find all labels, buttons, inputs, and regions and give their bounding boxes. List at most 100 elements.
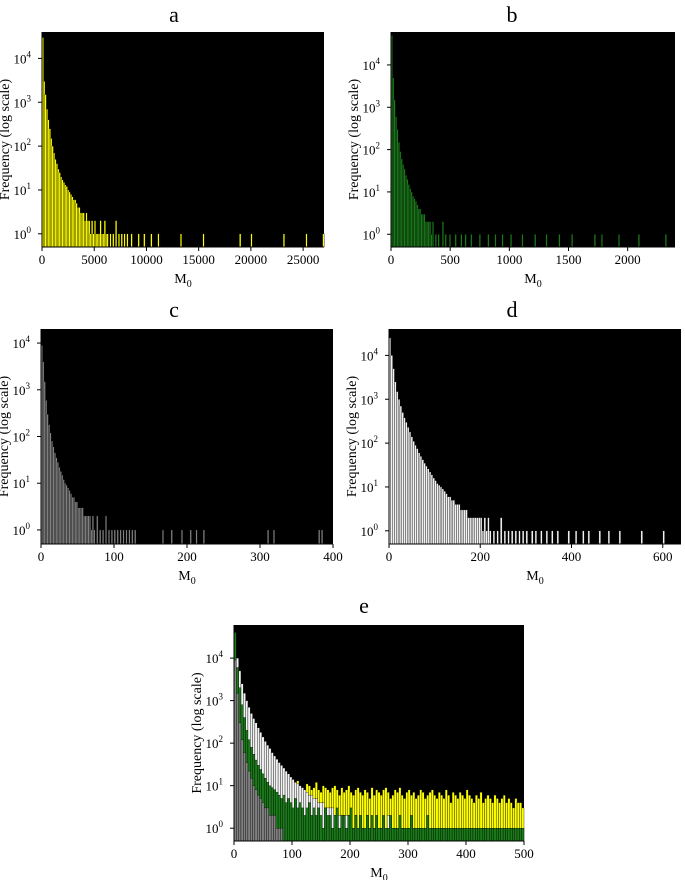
bar	[284, 802, 288, 842]
bar	[119, 529, 122, 545]
bar	[396, 391, 399, 545]
bar	[426, 815, 430, 842]
bar	[428, 828, 432, 842]
bar	[464, 234, 467, 248]
bar	[272, 529, 275, 545]
x-axis-label-b: M0	[524, 272, 541, 290]
bar	[407, 828, 411, 842]
bar	[487, 234, 490, 248]
bar	[315, 815, 318, 842]
bar	[280, 828, 283, 842]
bar	[296, 807, 300, 842]
bar	[470, 517, 474, 545]
y-tick-base: 10	[363, 58, 376, 73]
bar	[494, 234, 497, 248]
bar	[496, 530, 499, 545]
y-tick-exponent: 4	[219, 649, 224, 659]
bar	[202, 529, 205, 545]
bar	[437, 234, 440, 248]
bar	[587, 530, 590, 545]
bar	[356, 828, 360, 842]
bar	[105, 515, 108, 545]
bar	[399, 405, 402, 545]
bar	[434, 480, 437, 545]
bar	[245, 762, 249, 842]
bar	[449, 828, 453, 842]
y-tick-label: 103	[361, 390, 379, 407]
bar	[472, 517, 475, 545]
y-tick-base: 10	[363, 185, 376, 200]
x-axis-label-e: M0	[370, 866, 387, 880]
bar	[618, 530, 621, 545]
bar	[261, 802, 265, 842]
bar	[112, 233, 115, 248]
bar	[312, 807, 316, 842]
bar	[301, 807, 304, 842]
x-tick-label: 0	[388, 252, 395, 267]
y-tick-label: 104	[361, 346, 379, 363]
bar	[431, 828, 434, 842]
panel-letter-a: a	[169, 2, 179, 27]
bar	[492, 530, 496, 545]
bar	[134, 529, 137, 545]
bar	[545, 530, 548, 545]
bar	[460, 234, 463, 248]
bar	[425, 465, 428, 545]
x-tick-label: 100	[282, 846, 302, 861]
bar	[480, 517, 483, 545]
bar	[377, 828, 381, 842]
bar	[417, 828, 420, 842]
bar	[333, 815, 337, 842]
x-tick-label: 1000	[496, 252, 522, 267]
y-tick-exponent: 4	[376, 56, 381, 66]
bar	[433, 828, 437, 842]
y-axis-label-b: Frequency (log scale)	[347, 79, 362, 201]
bar	[444, 828, 448, 842]
panel-a: a0 5000 10000 15000 20000 2500010010110210310…	[0, 2, 325, 290]
bar	[408, 431, 412, 545]
x-axis-label-d: M0	[526, 569, 543, 587]
y-tick-exponent: 2	[376, 141, 381, 151]
bar	[239, 233, 242, 248]
bar	[254, 789, 258, 842]
bar	[468, 828, 471, 842]
bar	[189, 529, 192, 545]
x-tick-label: 400	[456, 846, 476, 861]
x-axis-label-subscript: 0	[539, 576, 544, 587]
bar	[107, 529, 110, 545]
bar	[180, 233, 182, 248]
bar	[454, 504, 457, 545]
bar	[458, 828, 462, 842]
x-axis-label-main: M	[370, 866, 383, 880]
bar	[150, 233, 153, 248]
x-tick-label: 300	[250, 549, 270, 564]
x-tick-label: 20000	[235, 252, 268, 267]
bar	[115, 220, 118, 248]
x-tick-label: 2000	[615, 252, 641, 267]
bar	[363, 828, 367, 842]
bar	[368, 828, 372, 842]
bar	[482, 828, 485, 842]
bar	[252, 785, 256, 842]
bar	[485, 530, 488, 545]
y-tick-label: 100	[363, 225, 381, 242]
bar	[593, 234, 596, 248]
bar	[361, 828, 365, 842]
bar	[120, 233, 123, 248]
x-tick-label: 600	[653, 549, 673, 564]
y-tick-label: 103	[14, 93, 32, 110]
bar	[305, 233, 308, 248]
bar	[489, 530, 492, 545]
bar	[412, 441, 415, 545]
bar	[394, 381, 397, 545]
bar	[392, 368, 395, 545]
bar	[437, 828, 441, 842]
y-tick-label: 101	[13, 474, 31, 491]
bar	[441, 488, 444, 545]
bar	[310, 815, 314, 842]
bar	[503, 530, 506, 545]
y-tick-exponent: 2	[26, 428, 31, 438]
y-tick-base: 10	[13, 336, 26, 351]
y-tick-base: 10	[206, 694, 219, 709]
